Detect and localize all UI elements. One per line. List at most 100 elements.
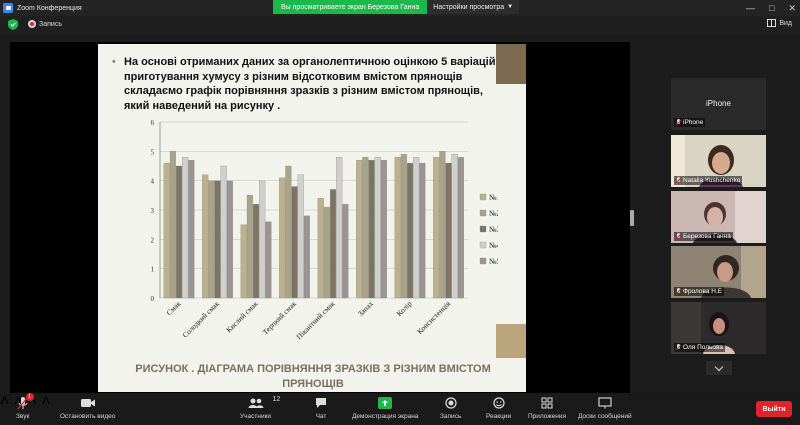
chart-bars [163, 151, 464, 299]
participants-count: 12 [272, 396, 281, 403]
slide-bullet: • На основі отриманих даних за органолеп… [112, 55, 502, 113]
participant-tile-natalia[interactable]: Natalia Yushchenko [671, 135, 766, 187]
y-tick-label: 5 [151, 148, 155, 156]
x-tick-label: Солодкий смак [181, 299, 222, 340]
viewing-screen-label: Вы просматриваете экран Березова Ганна [273, 0, 428, 14]
maximize-icon[interactable]: □ [769, 3, 775, 13]
chart-bar [176, 165, 183, 299]
legend-label: №1 [489, 193, 498, 202]
reactions-label: Реакции [486, 413, 512, 420]
chevron-down-icon: ▼ [507, 4, 514, 10]
chart-bar [285, 165, 292, 299]
chart-bar [279, 177, 286, 299]
record-label: Запись [39, 20, 62, 28]
shield-icon[interactable] [8, 19, 18, 30]
whiteboards-button[interactable]: Доски сообщений [578, 396, 632, 420]
apps-icon [541, 397, 553, 409]
record-label: Запись [440, 413, 462, 420]
participant-tile-olia[interactable]: Оля Польова [671, 302, 766, 354]
meeting-header: Запись Вид [0, 16, 800, 34]
record-icon [28, 20, 36, 28]
chart-bar [202, 174, 209, 299]
x-tick-label: Кислий смак [224, 299, 260, 335]
muted-mic-icon [676, 177, 681, 184]
caret-up-icon[interactable]: ˄ [41, 393, 51, 410]
leave-button[interactable]: Выйти [756, 401, 792, 417]
stop-video-button[interactable]: Остановить видео [60, 396, 115, 420]
legend-swatch [479, 225, 487, 233]
chart-bar [394, 157, 401, 299]
chart-bar [297, 174, 304, 299]
audio-label: Звук [16, 413, 30, 420]
chart-bar [336, 157, 343, 299]
apps-label: Приложения [528, 413, 567, 420]
chart-bar [265, 221, 272, 299]
reactions-button[interactable]: Реакции [486, 396, 511, 420]
view-button[interactable]: Вид [767, 19, 792, 27]
x-tick-label: Терпкий смак [261, 299, 299, 337]
caret-up-icon[interactable]: ˄ [13, 393, 24, 410]
scroll-handle[interactable] [630, 210, 634, 226]
chart-bar [330, 189, 337, 299]
participant-tile-berezova[interactable]: Березова Ганна [671, 191, 766, 243]
share-screen-button[interactable]: Демонстрация экрана [352, 396, 418, 420]
chart-bar [226, 180, 233, 299]
legend-swatch [479, 241, 487, 249]
record-icon [445, 397, 457, 409]
chart-bar [303, 215, 310, 299]
chart-bar [380, 159, 387, 299]
video-camera-icon [80, 399, 95, 407]
chart-bar [317, 198, 324, 299]
whiteboards-label: Доски сообщений [578, 413, 632, 420]
chart-bar [163, 162, 170, 299]
x-tick-label: Смак [164, 299, 182, 317]
chart-bar [169, 151, 176, 299]
participants-icon [248, 398, 264, 408]
minimize-icon[interactable]: — [746, 3, 756, 13]
legend-swatch [479, 193, 487, 201]
chart-bar [419, 162, 426, 299]
apps-button[interactable]: Приложения [528, 396, 566, 420]
chart-bar [342, 203, 349, 299]
chart-bar [182, 157, 189, 299]
slide-accent-bar [496, 44, 526, 392]
chart-bar [323, 206, 330, 299]
chart-bar [457, 157, 464, 299]
chart-bar [214, 180, 221, 299]
participant-tile-frolova[interactable]: Фролова Н.Е [671, 246, 766, 298]
view-options-button[interactable]: Настройки просмотра ▼ [427, 0, 520, 14]
legend-label: №5 [489, 257, 498, 266]
chart-bar [451, 154, 458, 299]
record-button[interactable]: Запись [440, 396, 461, 420]
chart-bar [220, 165, 227, 299]
chart-bar [374, 157, 381, 299]
chat-icon [316, 398, 326, 408]
zoom-logo-icon [3, 3, 13, 13]
caret-up-icon[interactable]: ˄ [0, 393, 10, 410]
legend-label: №3 [489, 225, 498, 234]
close-icon[interactable]: ✕ [788, 2, 796, 13]
chart-bar [400, 154, 407, 299]
legend-swatch [479, 209, 487, 217]
recording-indicator[interactable]: Запись [28, 20, 62, 28]
audio-button[interactable]: 1 Звук [16, 393, 34, 420]
participant-tile-iphone[interactable]: iPhone iPhone [671, 78, 766, 130]
smiley-icon [492, 397, 505, 409]
participant-label: Фролова Н.Е [683, 288, 723, 295]
caret-up-icon[interactable]: ˄ [27, 393, 37, 410]
bullet-icon: • [112, 56, 116, 68]
x-tick-label: Запах [356, 299, 375, 318]
chat-button[interactable]: Чат [315, 396, 327, 420]
scroll-participants-button[interactable] [706, 361, 732, 375]
share-banner: Вы просматриваете экран Березова Ганна Н… [273, 0, 520, 14]
chart-bar [413, 157, 420, 299]
muted-mic-icon [676, 119, 681, 126]
muted-mic-icon [676, 288, 681, 295]
y-tick-label: 0 [151, 295, 155, 303]
chart-bar [253, 203, 260, 299]
chart-bar [291, 186, 298, 299]
participants-button[interactable]: 12 Участники [240, 396, 280, 420]
participant-label: Natalia Yushchenko [683, 177, 741, 184]
